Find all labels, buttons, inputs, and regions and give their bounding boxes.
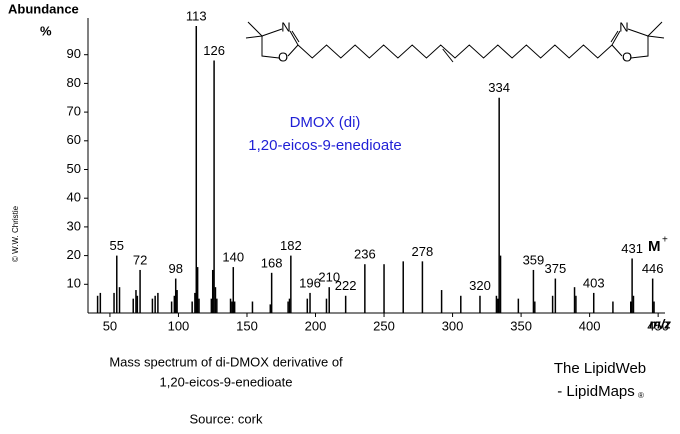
y-unit: % <box>40 23 52 38</box>
bond <box>291 30 300 43</box>
molecular-ion-charge: + <box>662 235 668 246</box>
x-tick-label: 100 <box>168 318 190 333</box>
credit: The LipidWeb <box>554 360 646 377</box>
y-tick-label: 40 <box>67 190 81 205</box>
bond <box>287 30 299 57</box>
peak-label: 431 <box>621 241 643 256</box>
bond <box>630 36 649 59</box>
credit: - LipidMaps <box>557 383 635 400</box>
bond <box>245 21 264 39</box>
bond <box>261 36 280 59</box>
atom-label: N <box>281 19 290 34</box>
peak-label: 334 <box>488 80 510 95</box>
x-tick-label: 450 <box>647 318 669 333</box>
caption: Source: cork <box>190 411 263 426</box>
y-axis-label: Abundance <box>8 1 79 16</box>
x-tick-label: 150 <box>236 318 258 333</box>
peak-label: 182 <box>280 238 302 253</box>
y-tick-label: 30 <box>67 218 81 233</box>
bond <box>261 28 283 37</box>
peak-label: 375 <box>545 261 567 276</box>
atom-label: N <box>619 19 628 34</box>
chain <box>297 44 613 59</box>
copyright: © W.W. Christie <box>11 205 20 262</box>
peak-label: 72 <box>133 252 147 267</box>
x-tick-label: 200 <box>305 318 327 333</box>
peak-label: 222 <box>335 278 357 293</box>
peak-label: 113 <box>186 8 207 23</box>
x-tick-label: 350 <box>510 318 532 333</box>
y-tick-label: 50 <box>67 161 81 176</box>
y-tick-label: 20 <box>67 247 81 262</box>
atom-label: O <box>278 49 288 64</box>
annotation: 1,20-eicos-9-enedioate <box>248 137 401 154</box>
bond <box>611 30 623 57</box>
structure <box>245 21 665 63</box>
bond <box>646 21 665 39</box>
peak-label: 55 <box>110 238 124 253</box>
bond <box>627 28 649 37</box>
double-bond <box>442 48 454 63</box>
peak-label: 359 <box>523 252 545 267</box>
molecular-ion: M <box>648 238 661 255</box>
bond <box>610 30 619 43</box>
peak-label: 196 <box>299 275 321 290</box>
x-axis-label: m/z <box>649 316 671 331</box>
credit: ® <box>638 391 644 400</box>
peak-label: 236 <box>354 247 376 262</box>
peak-label: 320 <box>469 278 491 293</box>
x-tick-label: 250 <box>373 318 395 333</box>
y-tick-label: 90 <box>67 46 81 61</box>
x-tick-label: 400 <box>579 318 601 333</box>
caption: Mass spectrum of di-DMOX derivative of <box>109 354 343 369</box>
peak-label: 140 <box>222 250 244 265</box>
peak-label: 403 <box>583 275 605 290</box>
x-tick-label: 300 <box>442 318 464 333</box>
caption: 1,20-eicos-9-enedioate <box>160 374 293 389</box>
peak-label: 98 <box>168 261 182 276</box>
y-tick-label: 10 <box>67 276 81 291</box>
x-tick-label: 50 <box>103 318 117 333</box>
atom-label: O <box>622 49 632 64</box>
annotation: DMOX (di) <box>290 114 361 131</box>
peak-label: 446 <box>642 261 664 276</box>
y-tick-label: 60 <box>67 132 81 147</box>
y-tick-label: 70 <box>67 104 81 119</box>
peak-label: 168 <box>261 255 283 270</box>
peak-label: 210 <box>318 270 340 285</box>
y-tick-label: 80 <box>67 75 81 90</box>
peak-label: 278 <box>412 244 434 259</box>
peak-label: 126 <box>203 43 225 58</box>
